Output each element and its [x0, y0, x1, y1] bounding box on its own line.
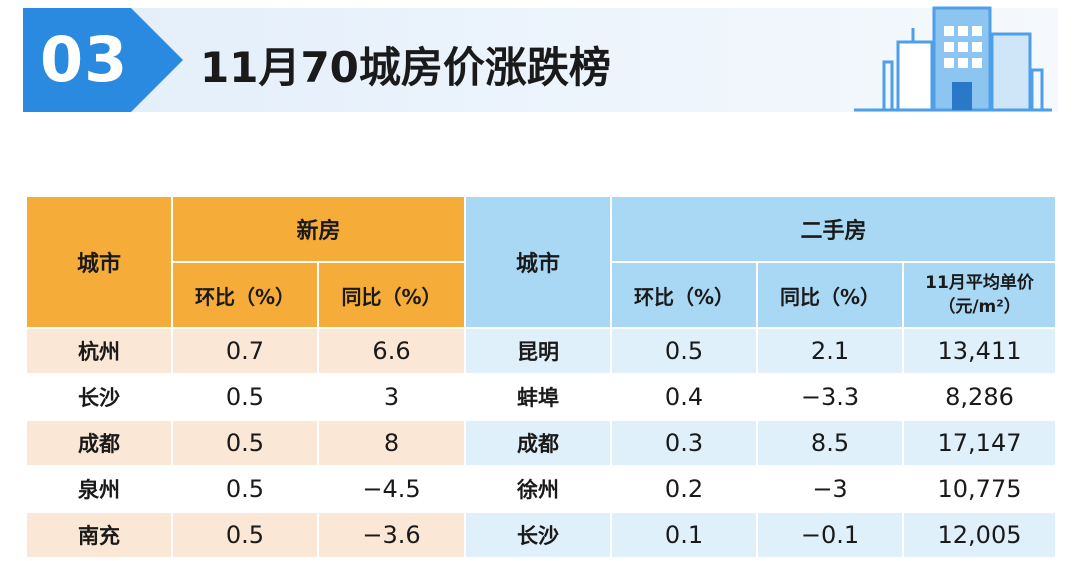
used-city-cell: 昆明 [464, 327, 613, 375]
header-row-sub: 环比（%） 同比（%） 环比（%） 同比（%） 11月平均单价 （元/m²） [26, 261, 1058, 329]
city-buildings-icon [854, 6, 1052, 112]
table-row: 杭州 0.7 6.6 昆明 0.5 2.1 13,411 [25, 327, 1058, 375]
new-mom-cell: 0.7 [171, 327, 319, 375]
new-yoy-cell: 3 [316, 373, 467, 421]
used-mom-cell: 0.2 [610, 465, 759, 513]
new-city-cell: 成都 [25, 419, 173, 467]
table-row: 成都 0.5 8 成都 0.3 8.5 17,147 [25, 419, 1058, 467]
used-city-cell: 蚌埠 [464, 373, 613, 421]
used-yoy-cell: 8.5 [756, 419, 905, 467]
new-yoy-cell: −3.6 [316, 511, 467, 559]
new-mom-cell: 0.5 [171, 373, 319, 421]
price-ranking-table: 城市 新房 城市 二手房 环比（%） 同比（%） 环比（%） 同比（%） 11月… [25, 195, 1058, 559]
new-yoy-cell: 6.6 [316, 327, 467, 375]
new-city-cell: 南充 [25, 511, 173, 559]
used-yoy-header: 同比（%） [756, 261, 905, 329]
used-house-header: 二手房 [610, 195, 1058, 263]
table-row: 长沙 0.5 3 蚌埠 0.4 −3.3 8,286 [25, 373, 1058, 421]
table-row: 南充 0.5 −3.6 长沙 0.1 −0.1 12,005 [25, 511, 1058, 559]
new-city-cell: 杭州 [25, 327, 173, 375]
used-mom-header: 环比（%） [610, 261, 759, 329]
new-city-cell: 泉州 [25, 465, 173, 513]
used-city-cell: 成都 [464, 419, 613, 467]
section-number: 03 [40, 23, 129, 96]
header-row-group: 城市 新房 城市 二手房 [25, 195, 1058, 329]
new-mom-cell: 0.5 [171, 419, 319, 467]
new-yoy-cell: −4.5 [316, 465, 467, 513]
new-mom-header: 环比（%） [171, 261, 319, 329]
new-yoy-header: 同比（%） [316, 261, 467, 329]
used-yoy-cell: 2.1 [756, 327, 905, 375]
new-yoy-cell: 8 [316, 419, 467, 467]
used-mom-cell: 0.3 [610, 419, 759, 467]
used-price-cell: 13,411 [902, 327, 1058, 375]
used-price-header-line1: 11月平均单价 [925, 273, 1034, 293]
new-city-header: 城市 [25, 195, 173, 329]
new-house-header: 新房 [170, 195, 467, 263]
used-yoy-cell: −3.3 [756, 373, 905, 421]
used-mom-cell: 0.5 [610, 327, 759, 375]
used-mom-cell: 0.1 [610, 511, 759, 559]
new-mom-cell: 0.5 [171, 511, 319, 559]
used-price-cell: 17,147 [902, 419, 1058, 467]
used-city-cell: 徐州 [464, 465, 613, 513]
used-price-cell: 10,775 [902, 465, 1058, 513]
used-price-cell: 8,286 [902, 373, 1058, 421]
used-yoy-cell: −0.1 [756, 511, 905, 559]
page-title: 11月70城房价涨跌榜 [200, 43, 611, 92]
used-price-header: 11月平均单价 （元/m²） [902, 261, 1058, 329]
used-city-cell: 长沙 [464, 511, 613, 559]
used-city-header: 城市 [464, 195, 613, 329]
used-price-cell: 12,005 [902, 511, 1058, 559]
used-yoy-cell: −3 [756, 465, 905, 513]
new-mom-cell: 0.5 [171, 465, 319, 513]
table-row: 泉州 0.5 −4.5 徐州 0.2 −3 10,775 [25, 465, 1058, 513]
new-city-cell: 长沙 [25, 373, 173, 421]
used-mom-cell: 0.4 [610, 373, 759, 421]
used-price-header-line2: （元/m²） [938, 297, 1021, 317]
